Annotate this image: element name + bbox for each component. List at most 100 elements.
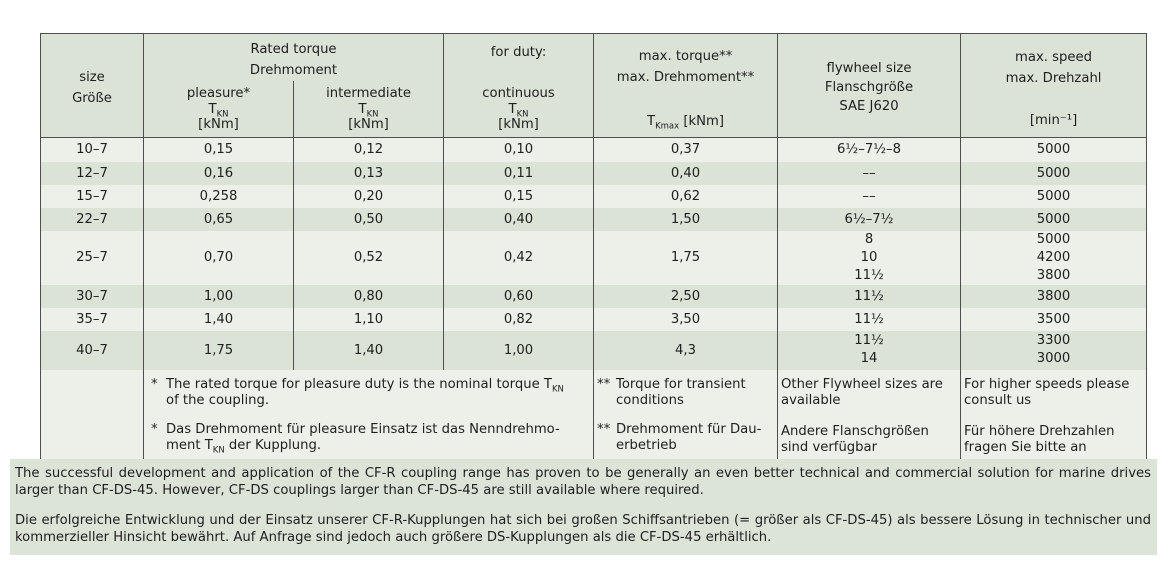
intro-text-block: The successful development and applicati… [10,459,1157,555]
cell-speed: 3800 [960,284,1148,308]
cell-size: 10–7 [40,136,144,162]
cell-continuous: 0,11 [443,161,595,185]
rated-torque-label-de: Drehmoment [249,63,338,78]
cell-continuous: 0,40 [443,207,595,231]
cell-flywheel: 11½ 14 [777,330,962,370]
cell-size: 30–7 [40,284,144,308]
cell-max-torque: 4,3 [593,330,779,370]
footnote-flywheel: Other Flywheel sizes are available Ander… [777,369,962,473]
footnote-flywheel-en: Other Flywheel sizes are available [781,376,943,408]
table-row: 22–7 0,65 0,50 0,40 1,50 6½–7½ 5000 [40,207,1148,231]
table-row: 30–7 1,00 0,80 0,60 2,50 11½ 3800 [40,284,1148,308]
cell-size: 12–7 [40,161,144,185]
cell-pleasure: 0,65 [143,207,294,231]
continuous-unit: [kNm] [498,117,539,133]
cell-flywheel: 11½ [777,284,962,308]
table-row: 25–7 0,70 0,52 0,42 1,75 8 10 11½ 5000 4… [40,230,1148,285]
col-header-for-duty: for duty: continuous TKN [kNm] [443,33,595,137]
cell-size: 25–7 [40,230,144,285]
cell-max-torque: 1,75 [593,230,779,285]
cell-speed: 3500 [960,307,1148,331]
intermediate-symbol: TKN [358,102,379,120]
col-header-max-speed: max. speed max. Drehzahl [min⁻¹] [960,33,1148,137]
cell-max-torque: 0,40 [593,161,779,185]
intro-paragraph-de: Die erfolgreiche Entwicklung und der Ein… [15,513,1151,545]
table-row: 10–7 0,15 0,12 0,10 0,37 6½–7½–8 5000 [40,136,1148,162]
cell-pleasure: 1,00 [143,284,294,308]
col-header-flywheel-size: flywheel size Flanschgröße SAE J620 [777,33,962,137]
double-asterisk-marker: ** [597,421,611,437]
cell-max-torque: 1,50 [593,207,779,231]
intermediate-label: intermediate [326,86,411,102]
footnote-rated-de: * Das Drehmoment für pleasure Einsatz is… [151,421,560,456]
max-torque-label-en: max. torque** [638,49,733,65]
cell-size: 35–7 [40,307,144,331]
footnote-speed-de: Für höhere Drehzahlen fragen Sie bitte a… [964,423,1115,455]
footnote-max-torque-de: ** Drehmoment für Dau- erbetrieb [597,421,762,453]
cell-max-torque: 0,37 [593,136,779,162]
cell-size: 15–7 [40,184,144,208]
cell-flywheel: 6½–7½ [777,207,962,231]
cell-pleasure: 1,40 [143,307,294,331]
col-header-rated-torque: Rated torque Drehmoment [142,33,445,81]
for-duty-label: for duty: [490,45,547,61]
max-torque-label-de: max. Drehmoment** [616,70,755,86]
double-asterisk-marker: ** [597,376,611,392]
cell-flywheel: 11½ [777,307,962,331]
rated-torque-label-en: Rated torque [250,42,337,57]
flywheel-label-de: Flanschgröße [824,80,914,96]
cell-intermediate: 0,80 [292,284,445,308]
cell-intermediate: 1,10 [292,307,445,331]
col-header-size: size Größe [40,33,144,137]
cell-speed: 5000 [960,184,1148,208]
cell-size: 22–7 [40,207,144,231]
intro-paragraph-en: The successful development and applicati… [15,466,1151,498]
cell-flywheel: –– [777,184,962,208]
cell-flywheel: 8 10 11½ [777,230,962,285]
cell-flywheel: –– [777,161,962,185]
asterisk-marker: * [151,421,158,437]
max-torque-symbol: TKmax [kNm] [647,114,725,132]
footnote-row: * The rated torque for pleasure duty is … [40,369,1148,473]
max-speed-unit: [min⁻¹] [1029,112,1078,128]
table-row: 40–7 1,75 1,40 1,00 4,3 11½ 14 3300 3000 [40,330,1148,370]
col-header-intermediate: intermediate TKN [kNm] [292,81,445,137]
size-label-de: Größe [72,90,112,106]
cell-speed: 5000 4200 3800 [960,230,1148,285]
cell-intermediate: 0,13 [292,161,445,185]
table-row: 35–7 1,40 1,10 0,82 3,50 11½ 3500 [40,307,1148,331]
cell-flywheel: 6½–7½–8 [777,136,962,162]
cell-pleasure: 0,16 [143,161,294,185]
footnote-speed-en: For higher speeds please consult us [964,376,1130,408]
cell-pleasure: 1,75 [143,330,294,370]
cell-speed: 5000 [960,136,1148,162]
max-speed-label-en: max. speed [1015,49,1092,65]
size-label-en: size [79,69,105,85]
footnote-rated-en: * The rated torque for pleasure duty is … [151,376,564,408]
cell-intermediate: 0,20 [292,184,445,208]
cell-speed: 5000 [960,161,1148,185]
cell-max-torque: 0,62 [593,184,779,208]
cell-continuous: 0,15 [443,184,595,208]
footnote-max-torque: ** Torque for transient conditions ** Dr… [593,369,779,473]
intermediate-unit: [kNm] [348,117,389,133]
cell-continuous: 0,82 [443,307,595,331]
continuous-symbol: TKN [508,102,529,120]
cell-intermediate: 0,12 [292,136,445,162]
pleasure-unit: [kNm] [198,117,239,133]
cell-pleasure: 0,258 [143,184,294,208]
max-speed-label-de: max. Drehzahl [1005,70,1102,86]
pleasure-label: pleasure* [186,86,251,102]
table-row: 15–7 0,258 0,20 0,15 0,62 –– 5000 [40,184,1148,208]
cell-intermediate: 1,40 [292,330,445,370]
coupling-spec-table: size Größe Rated torque Drehmoment for d… [40,33,1148,474]
cell-intermediate: 0,50 [292,207,445,231]
cell-continuous: 1,00 [443,330,595,370]
continuous-label: continuous [482,86,555,102]
footnote-flywheel-de: Andere Flanschgrößen sind verfügbar [781,423,929,455]
cell-continuous: 0,60 [443,284,595,308]
cell-max-torque: 2,50 [593,284,779,308]
cell-pleasure: 0,70 [143,230,294,285]
cell-speed: 5000 [960,207,1148,231]
